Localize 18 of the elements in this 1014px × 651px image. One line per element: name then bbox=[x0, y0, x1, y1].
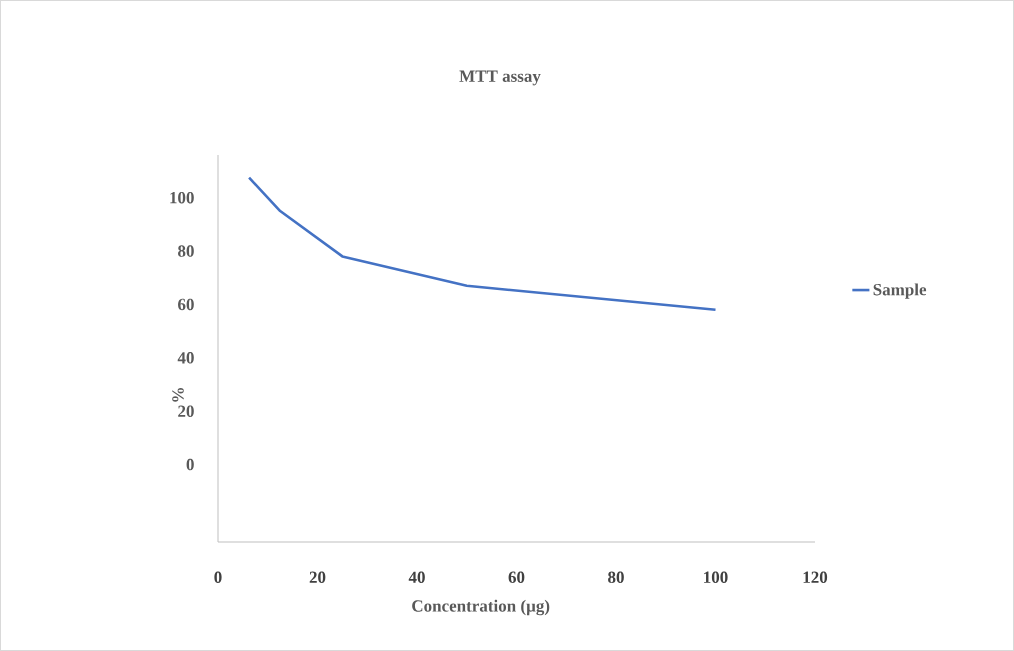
x-axis-title: Concentration (µg) bbox=[412, 599, 550, 616]
y-axis-title: % bbox=[172, 388, 184, 402]
y-tick-label: 0 bbox=[186, 458, 194, 471]
x-tick-label: 60 bbox=[508, 571, 525, 584]
x-tick-label: 120 bbox=[803, 571, 828, 584]
y-tick-label: 60 bbox=[178, 298, 194, 311]
x-tick-label: 0 bbox=[214, 571, 222, 584]
y-tick-label: 100 bbox=[170, 191, 194, 204]
x-tick-label: 40 bbox=[408, 571, 425, 584]
line-series bbox=[247, 176, 717, 312]
x-tick-label: 20 bbox=[309, 571, 326, 584]
y-tick-label: 40 bbox=[177, 352, 194, 364]
y-tick-label: 20 bbox=[178, 405, 194, 417]
y-tick-label: 80 bbox=[178, 245, 194, 257]
chart-title: MTT assay bbox=[459, 70, 541, 86]
x-tick-label: 80 bbox=[608, 571, 624, 584]
x-tick-label: 100 bbox=[704, 571, 728, 584]
legend-label: Sample bbox=[873, 283, 927, 299]
